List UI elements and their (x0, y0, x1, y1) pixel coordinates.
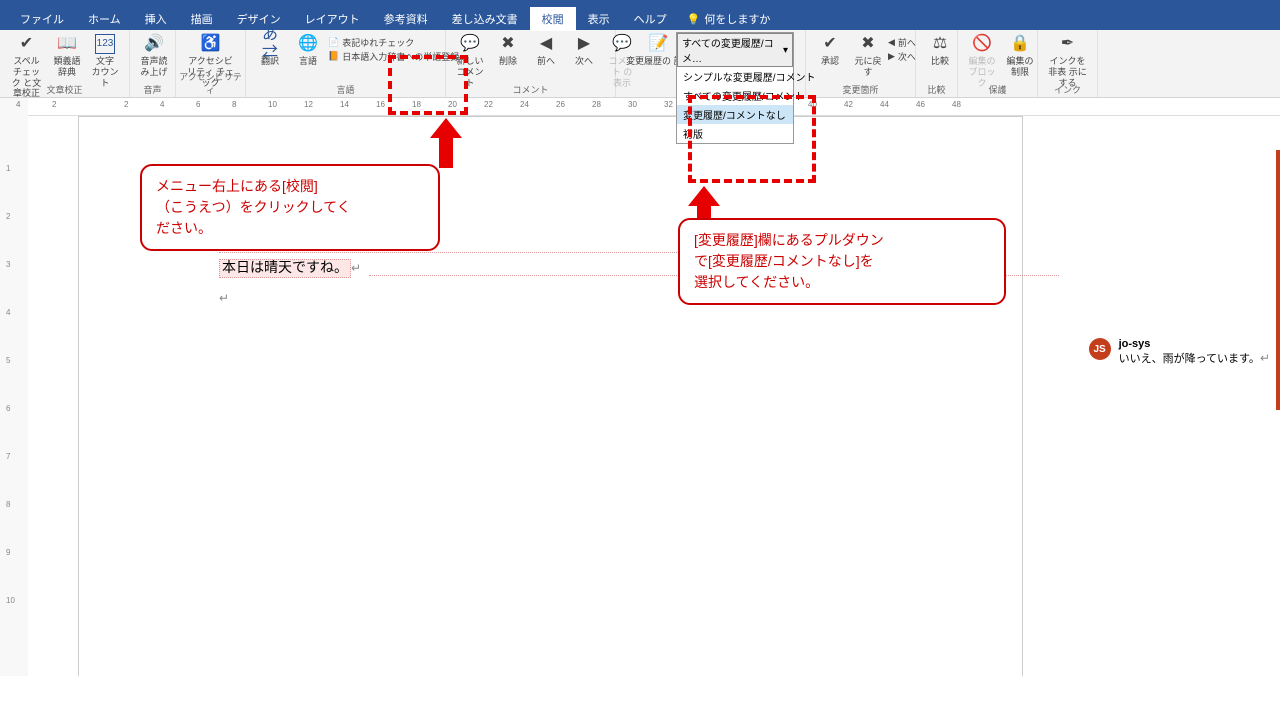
group-label: 保護 (958, 83, 1037, 96)
document-text[interactable]: 本日は晴天ですね。↵ ↵ (219, 257, 361, 307)
tab-draw[interactable]: 描画 (179, 7, 225, 31)
compare-button[interactable]: ⚖比較 (922, 32, 958, 69)
dropdown-option[interactable]: 変更履歴/コメントなし (677, 105, 793, 124)
tab-file[interactable]: ファイル (8, 7, 76, 31)
read-aloud-button[interactable]: 🔊音声読 み上げ (136, 32, 172, 80)
tab-home[interactable]: ホーム (76, 7, 133, 31)
group-label: アクセシビリティ (176, 70, 245, 96)
accept-button[interactable]: ✔承認 (812, 32, 848, 80)
next-icon: ▶ (888, 51, 895, 62)
paragraph-mark-icon: ↵ (351, 261, 361, 275)
arrow-up-icon (430, 118, 462, 168)
track-icon: 📝 (649, 34, 669, 54)
tab-view[interactable]: 表示 (576, 7, 622, 31)
paragraph-mark-icon: ↵ (219, 291, 229, 305)
group-label: 音声 (130, 83, 175, 96)
language-button[interactable]: 🌐言語 (290, 32, 326, 69)
lightbulb-icon: 💡 (687, 13, 701, 26)
comment-icon: 💬 (460, 34, 480, 54)
tab-help[interactable]: ヘルプ (622, 7, 679, 31)
tab-mailings[interactable]: 差し込み文書 (440, 7, 530, 31)
avatar: JS (1089, 338, 1111, 360)
reject-button[interactable]: ✖元に戻す (850, 32, 886, 80)
dropdown-selected: すべての変更履歴/コメ… (682, 35, 783, 65)
accessibility-icon: ♿ (201, 34, 221, 54)
next-change[interactable]: ▶次へ (888, 50, 916, 63)
tab-layout[interactable]: レイアウト (293, 7, 372, 31)
block-authors-button[interactable]: 🚫編集の ブロック (964, 32, 1000, 90)
tab-review[interactable]: 校閲 (530, 7, 576, 31)
callout-2: [変更履歴]欄にあるプルダウン で[変更履歴/コメントなし]を 選択してください… (678, 218, 1006, 305)
consistency-check[interactable]: 📄表記ゆれチェック (328, 36, 459, 49)
hide-ink-button[interactable]: ✒インクを非表 示にする (1044, 32, 1091, 90)
group-label: 言語 (246, 83, 445, 96)
globe-icon: 🌐 (298, 34, 318, 54)
comment-bubble[interactable]: JS jo-sys いいえ、雨が降っています。↵ (1089, 338, 1270, 366)
group-label: 文章校正 (0, 83, 129, 96)
tab-references[interactable]: 参考資料 (372, 7, 440, 31)
prev-comment-button[interactable]: ◀前へ (528, 32, 564, 90)
ink-icon: ✒ (1058, 34, 1078, 54)
compare-icon: ⚖ (930, 34, 950, 54)
prev-icon: ◀ (536, 34, 556, 54)
reject-icon: ✖ (858, 34, 878, 54)
next-icon: ▶ (574, 34, 594, 54)
vertical-ruler: 12345678910 (0, 116, 28, 676)
comment-indicator (1276, 150, 1280, 410)
horizontal-ruler: 8642246810121416182022242628303234363840… (28, 98, 1280, 116)
translate-button[interactable]: あ⇄翻訳 (252, 32, 288, 69)
group-label: 比較 (916, 83, 957, 96)
ime-register[interactable]: 📙日本語入力辞書への単語登録 (328, 50, 459, 63)
ribbon: ✔スペル チェック と文章校正 📖類義語 辞典 123文字 カウント 文章校正 … (0, 30, 1280, 98)
accept-icon: ✔ (820, 34, 840, 54)
dropdown-option[interactable]: 初版 (677, 124, 793, 143)
next-comment-button[interactable]: ▶次へ (566, 32, 602, 90)
group-label: コメント (446, 83, 615, 96)
lock-icon: 🔒 (1010, 34, 1030, 54)
tell-me[interactable]: 💡何をしますか (687, 11, 771, 27)
markup-dropdown[interactable]: すべての変更履歴/コメ…▾ シンプルな変更履歴/コメント すべての変更履歴/コメ… (676, 32, 794, 144)
tab-design[interactable]: デザイン (225, 7, 293, 31)
dict-icon: 📙 (328, 51, 339, 62)
callout-1: メニュー右上にある[校閲] （こうえつ）をクリックしてく ださい。 (140, 164, 440, 251)
block-icon: 🚫 (972, 34, 992, 54)
spellcheck-icon: ✔ (17, 34, 37, 54)
comment-text: いいえ、雨が降っています。↵ (1119, 350, 1270, 366)
prev-icon: ◀ (888, 37, 895, 48)
comment-author: jo-sys (1119, 338, 1270, 350)
menu-tabs: ファイル ホーム 挿入 描画 デザイン レイアウト 参考資料 差し込み文書 校閲… (0, 8, 1280, 30)
dropdown-option[interactable]: すべての変更履歴/コメント (677, 86, 793, 105)
tab-insert[interactable]: 挿入 (133, 7, 179, 31)
chevron-down-icon: ▾ (783, 45, 788, 56)
group-label: 変更箇所 (806, 83, 915, 96)
doc-icon: 📄 (328, 37, 339, 48)
restrict-button[interactable]: 🔒編集の 制限 (1002, 32, 1038, 90)
translate-icon: あ⇄ (260, 34, 280, 54)
delete-icon: ✖ (498, 34, 518, 54)
dropdown-option[interactable]: シンプルな変更履歴/コメント (677, 67, 793, 86)
new-comment-button[interactable]: 💬新しい コメント (452, 32, 488, 90)
count-icon: 123 (95, 34, 115, 54)
speaker-icon: 🔊 (144, 34, 164, 54)
group-label: インク (1038, 83, 1097, 96)
prev-change[interactable]: ◀前へ (888, 36, 916, 49)
book-icon: 📖 (57, 34, 77, 54)
delete-comment-button[interactable]: ✖削除 (490, 32, 526, 90)
